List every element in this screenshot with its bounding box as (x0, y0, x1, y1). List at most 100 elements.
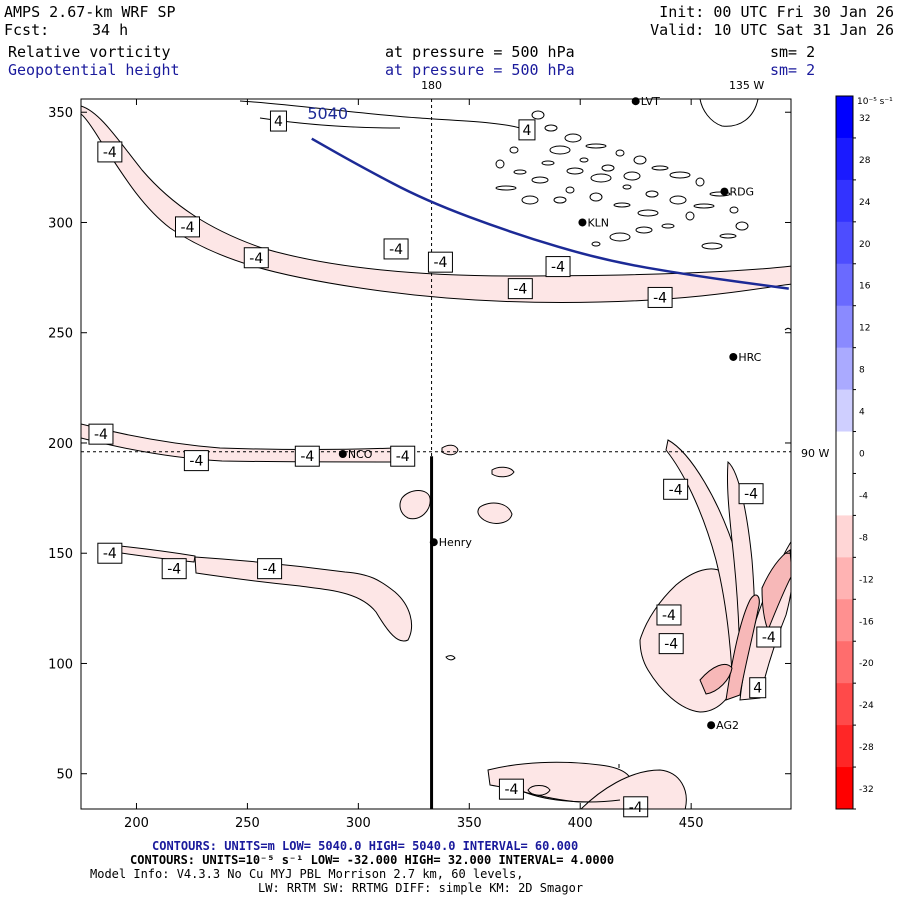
colorbar-unit: 10⁻⁵ s⁻¹ (857, 97, 893, 107)
vorticity-cell-7 (669, 171, 691, 179)
colorbar-swatch-1 (836, 137, 853, 181)
colorbar-swatch-9 (836, 473, 853, 516)
x-tick-label-200: 200 (124, 816, 149, 831)
station-label-lvt: LVT (641, 95, 660, 108)
contour-label-text-15: -4 (167, 562, 181, 578)
contour-label-box-10 (88, 423, 114, 445)
contour-label-22: -4 (738, 483, 764, 505)
contour-line-north-top-a (239, 100, 521, 129)
geopotential-contour-label: 5040 (307, 104, 348, 123)
vorticity-cell-4 (615, 149, 625, 157)
station-marker-henry (429, 538, 438, 547)
contour-label-12: -4 (294, 445, 320, 467)
colorbar-swatch-6 (836, 347, 853, 391)
contour-label-box-20 (658, 633, 684, 655)
contour-label-text-24: 4 (753, 681, 762, 697)
vorticity-cell-6 (651, 165, 669, 171)
vorticity-region-blob-center-a (399, 490, 431, 520)
vorticity-cell-1 (544, 124, 558, 132)
colorbar-tick-label-4: 16 (859, 282, 871, 292)
vorticity-cell-26 (623, 171, 641, 181)
vorticity-cell-22 (531, 176, 549, 184)
vorticity-cell-29 (735, 221, 749, 231)
contour-label-box-14 (97, 542, 123, 564)
plot-frame (80, 98, 792, 810)
contour-label-text-13: -4 (396, 449, 410, 465)
vorticity-cell-12 (622, 184, 632, 190)
colorbar-swatch-0 (836, 96, 853, 139)
contour-label-24: 4 (749, 677, 767, 699)
contour-label-box-4 (383, 238, 409, 260)
contour-label-2: -4 (243, 247, 269, 269)
vorticity-cell-36 (591, 241, 601, 247)
field-geopotential: Geopotential height (8, 61, 180, 79)
contour-label-18: -4 (623, 796, 649, 818)
contour-label-box-17 (498, 778, 524, 800)
vorticity-cell-41 (531, 110, 545, 120)
station-label-kln: KLN (587, 216, 609, 229)
contour-label-20: -4 (658, 633, 684, 655)
contour-label-box-12 (294, 445, 320, 467)
overlay-layer: 5040 -4 -4 -4 4 -4 -4 -4 4 -4 -4 -4 -4 -4 -4 -4 -4 -4 -4 -4… (81, 95, 791, 818)
station-label-nco: NCO (348, 448, 373, 461)
colorbar-swatch-5 (836, 305, 853, 349)
colorbar-tick-label-16: -32 (859, 785, 874, 795)
vorticity-cell-31 (701, 242, 723, 250)
contour-label-0: -4 (97, 141, 123, 163)
model-title: AMPS 2.67-km WRF SP (4, 3, 176, 21)
contour-label-text-6: -4 (513, 282, 527, 298)
vorticity-region-band-south-2 (194, 556, 412, 642)
contour-label-text-11: -4 (189, 454, 203, 470)
contour-label-text-22: -4 (744, 487, 758, 503)
colorbar-tick-label-7: 4 (859, 408, 865, 418)
contour-label-6: -4 (507, 278, 533, 300)
colorbar-swatch-16 (836, 767, 853, 810)
vorticity-cell-18 (613, 202, 631, 208)
contour-label-text-8: -4 (551, 260, 565, 276)
y-tick-label-200: 200 (48, 437, 73, 452)
station-marker-kln (578, 218, 587, 227)
station-label-hrc: HRC (738, 351, 761, 364)
geopotential-level: at pressure = 500 hPa (385, 61, 575, 79)
vorticity-cell-16 (565, 186, 575, 194)
contour-label-13: -4 (390, 445, 416, 467)
vorticity-cell-5 (633, 155, 647, 165)
contour-label-box-1 (175, 216, 200, 238)
vorticity-region-blob-center-c (477, 502, 513, 524)
height-contour-info: CONTOURS: UNITS=m LOW= 5040.0 HIGH= 5040… (152, 839, 579, 853)
contour-label-text-5: -4 (433, 255, 447, 271)
contour-label-text-3: 4 (274, 114, 283, 130)
colorbar-tick-label-6: 8 (859, 366, 865, 376)
contour-line-coast-ne (699, 99, 759, 127)
vorticity-cell-39 (495, 185, 517, 191)
top-longitude-label-0: 180 (421, 79, 442, 92)
contour-label-text-23: -4 (762, 630, 776, 646)
vorticity-cell-25 (601, 164, 615, 172)
valid-time: Valid: 10 UTC Sat 31 Jan 26 (650, 21, 894, 39)
station-label-ag2: AG2 (716, 719, 739, 732)
colorbar-swatch-12 (836, 599, 853, 642)
vorticity-cell-3 (585, 143, 607, 149)
contour-label-21: -4 (663, 478, 689, 500)
physics-info: LW: RRTM SW: RRTMG DIFF: simple KM: 2D S… (258, 881, 584, 895)
contour-label-text-1: -4 (181, 220, 195, 236)
contour-label-text-21: -4 (669, 482, 683, 498)
contour-label-7: 4 (518, 119, 536, 141)
contour-label-15: -4 (161, 558, 187, 580)
colorbar-tick-label-5: 12 (859, 324, 870, 334)
contour-label-box-21 (663, 478, 689, 500)
colorbar-swatch-14 (836, 683, 853, 726)
vorticity-cell-33 (661, 223, 675, 229)
vorticity-region-east-strong-3 (699, 664, 733, 695)
vorticity-region-east-strong-1 (725, 594, 760, 701)
contour-label-box-9 (647, 286, 673, 308)
contour-label-box-6 (507, 278, 533, 300)
colorbar-frame (835, 95, 854, 810)
axes-layer: 200 250 300 350 400 450 50 100 150 200 250 300 350 18… (48, 79, 829, 831)
colorbar-swatch-2 (836, 179, 853, 223)
y-tick-label-300: 300 (48, 216, 73, 231)
contour-label-23: -4 (756, 626, 782, 648)
y-tick-label-250: 250 (48, 327, 73, 342)
colorbar-swatch-13 (836, 641, 853, 684)
contour-line-small-dot (445, 655, 456, 661)
